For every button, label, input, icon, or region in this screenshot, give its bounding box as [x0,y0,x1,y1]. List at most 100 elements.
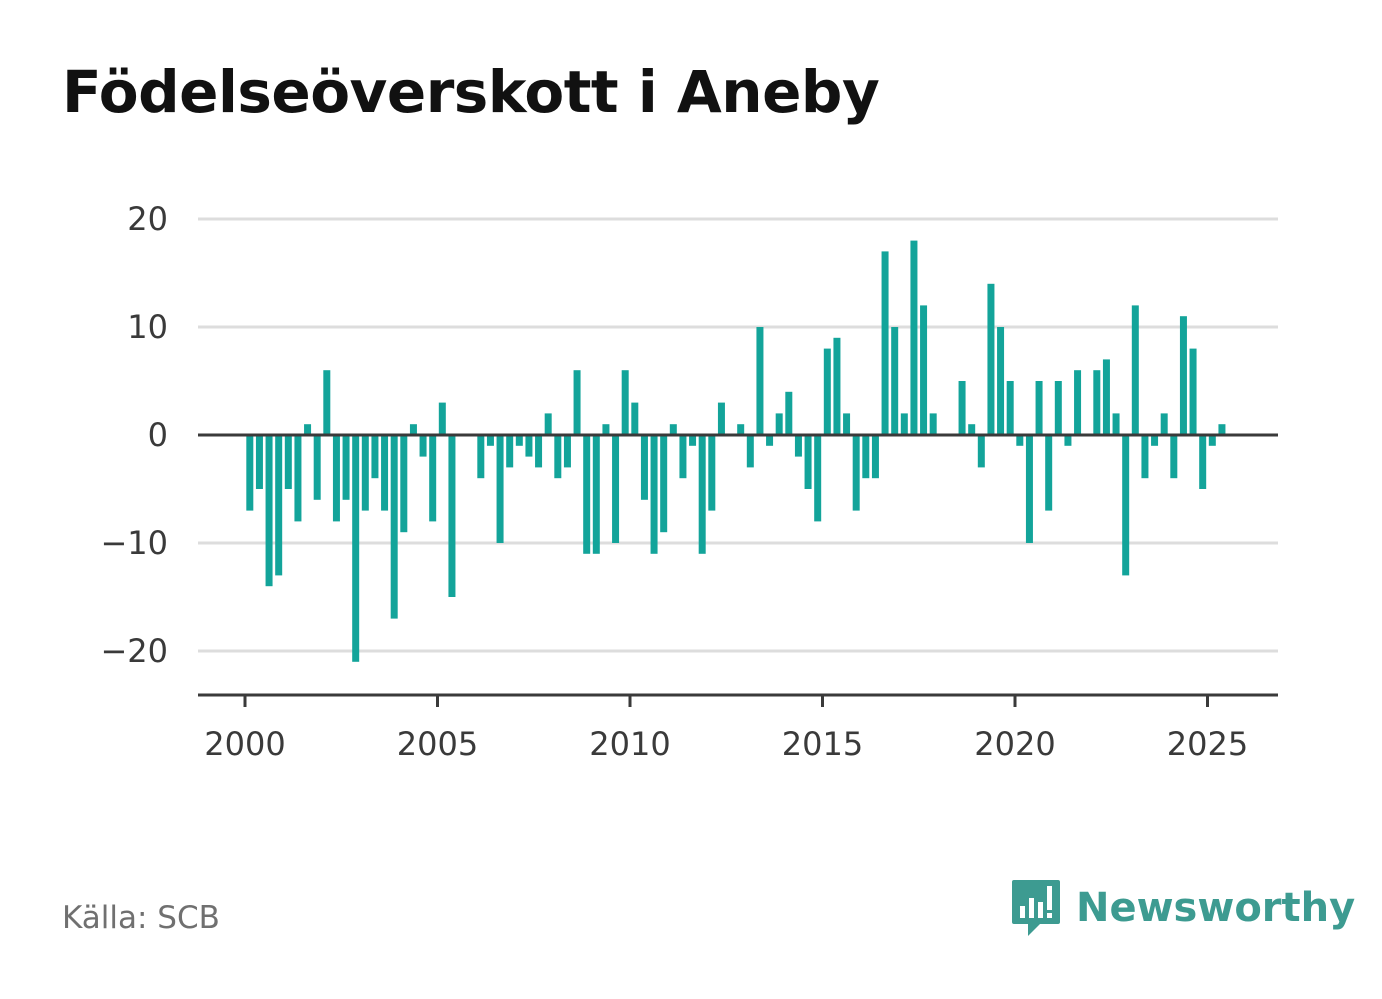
brand-logo: Newsworthy [1010,878,1355,938]
bar [775,413,783,435]
bar [766,435,774,446]
bar [1199,435,1207,489]
y-tick-label: 0 [148,416,168,454]
bar [371,435,379,479]
bar [323,370,331,435]
bar [785,391,793,435]
bar [708,435,716,511]
bar [304,424,312,435]
bar [717,402,725,435]
bar [1179,316,1187,435]
bar [429,435,437,522]
bar [265,435,273,587]
bar [1006,381,1014,435]
bar [689,435,697,446]
bar [621,370,629,435]
bar [554,435,562,479]
bar [592,435,600,554]
y-tick-label: 20 [127,200,168,238]
bar [958,381,966,435]
bar [525,435,533,457]
bar [255,435,263,489]
bar [1189,348,1197,435]
x-tick-label: 2000 [204,725,285,763]
bar [823,348,831,435]
bar [332,435,340,522]
x-axis-ticks: 2000 2005 2010 2015 2020 2025 [204,695,1248,763]
bar [515,435,523,446]
bar [573,370,581,435]
bar [612,435,620,543]
bars [246,240,1226,662]
bar [313,435,321,500]
bar [650,435,658,554]
bar [881,251,889,435]
bar [1170,435,1178,479]
bar [409,424,417,435]
bar [794,435,802,457]
bar [284,435,292,489]
bar [419,435,427,457]
bar [1122,435,1130,576]
bar [1160,413,1168,435]
brand-name: Newsworthy [1076,885,1356,931]
bar [294,435,302,522]
source-note: Källa: SCB [62,900,220,936]
bar [977,435,985,468]
bar [1141,435,1149,479]
x-tick-label: 2020 [974,725,1055,763]
bar [563,435,571,468]
bar [698,435,706,554]
bar [679,435,687,479]
bar [390,435,398,619]
bar [544,413,552,435]
bar [361,435,369,511]
bar [438,402,446,435]
bar [929,413,937,435]
x-tick-label: 2005 [397,725,478,763]
bar [746,435,754,468]
bar [1131,305,1139,435]
y-tick-label: −10 [100,524,168,562]
bar [843,413,851,435]
bar [997,327,1005,435]
x-tick-label: 2015 [782,725,863,763]
axes [198,433,1278,697]
bar [496,435,504,543]
bar [737,424,745,435]
bar [400,435,408,533]
bar [275,435,283,576]
x-tick-label: 2025 [1167,725,1248,763]
bar [1025,435,1033,543]
bar [891,327,899,435]
bar [804,435,812,489]
bar [987,283,995,435]
bar [1093,370,1101,435]
y-tick-label: 10 [127,308,168,346]
bar [640,435,648,500]
bar [486,435,494,446]
bar [1112,413,1120,435]
bar [381,435,389,511]
bar [352,435,360,662]
bar [1074,370,1082,435]
y-tick-label: −20 [100,632,168,670]
bar [1208,435,1216,446]
bar [900,413,908,435]
y-axis-tick-labels: 20 10 0 −10 −20 [100,200,168,670]
bar [920,305,928,435]
bar [506,435,514,468]
bar [1016,435,1024,446]
bar [631,402,639,435]
x-tick-label: 2010 [589,725,670,763]
bar [1218,424,1226,435]
bar [535,435,543,468]
bar [669,424,677,435]
bar [246,435,254,511]
bar [968,424,976,435]
bar [583,435,591,554]
bar [756,327,764,435]
bar [871,435,879,479]
bar [602,424,610,435]
